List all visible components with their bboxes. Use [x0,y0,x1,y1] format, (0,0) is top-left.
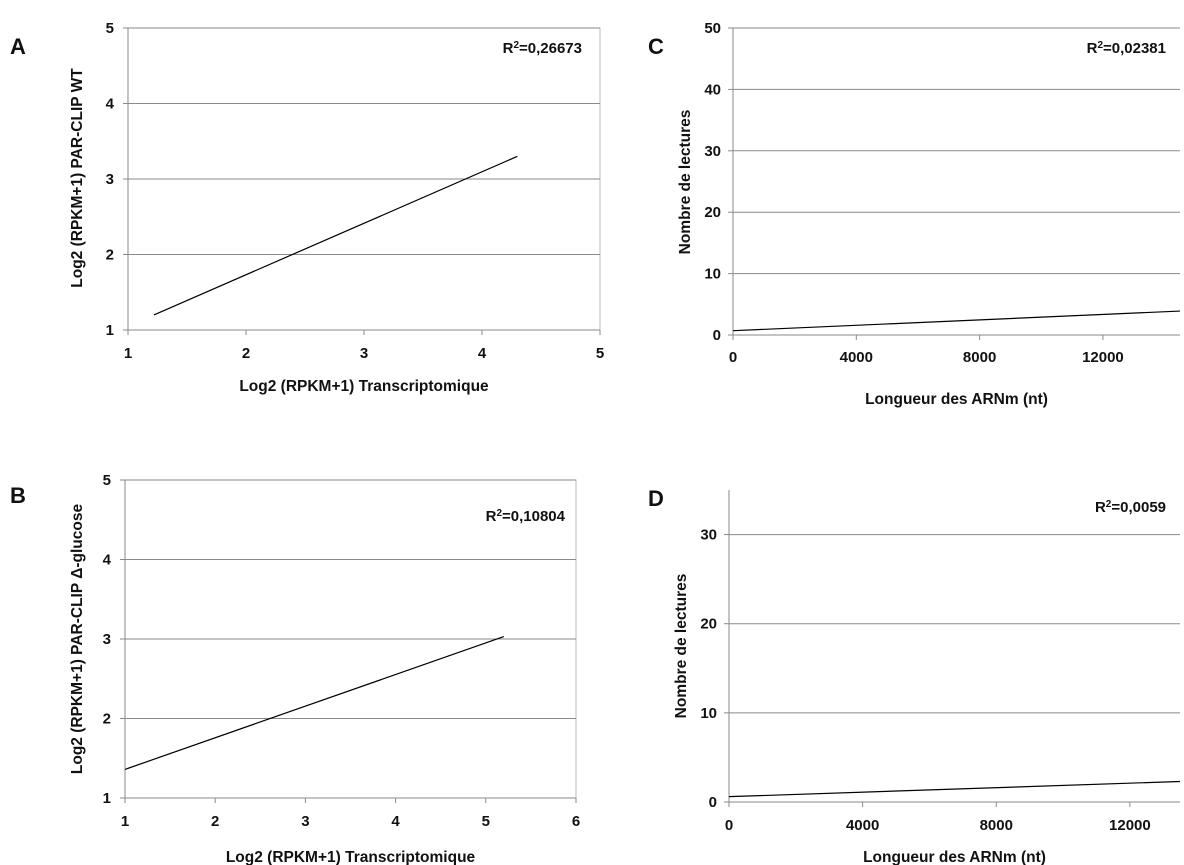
y-axis-title: Log2 (RPKM+1) PAR-CLIP WT [69,68,86,288]
r2-annotation: R2=0,26673 [503,40,582,58]
y-tick-label: 0 [713,327,721,344]
x-tick-label: 5 [482,813,490,830]
y-tick-label: 5 [103,472,111,489]
x-tick-label: 3 [301,813,309,830]
y-tick-label: 4 [106,96,115,113]
r2-symbol: R [486,508,497,525]
x-tick-label: 12000 [1082,349,1124,366]
x-tick-label: 3 [360,345,368,362]
y-axis-title: Log2 (RPKM+1) PAR-CLIP Δ-glucose [69,504,86,775]
x-tick-label: 2 [211,813,219,830]
x-tick-label: 0 [729,349,737,366]
r2-value: =0,10804 [502,508,566,525]
panel-letter: C [648,34,664,59]
y-tick-label: 5 [106,20,114,37]
x-tick-label: 1 [121,813,129,830]
point-layer [125,0,502,794]
x-tick-label: 5 [596,345,604,362]
r2-exponent: 2 [496,508,502,519]
y-axis-title: Nombre de lectures [677,110,694,255]
x-tick-label: 8000 [963,349,996,366]
r2-annotation: R2=0,10804 [486,508,566,526]
y-tick-label: 3 [106,171,114,188]
point-layer [734,0,1113,331]
panel-letter: B [10,483,26,508]
point-layer [151,0,518,326]
x-tick-label: 1 [124,345,132,362]
x-axis-title: Longueur des ARNm (nt) [865,391,1048,408]
trendline [124,636,505,770]
x-tick-label: 4000 [840,349,873,366]
x-axis-title: Log2 (RPKM+1) Transcriptomique [239,378,489,395]
y-tick-label: 1 [106,322,114,339]
scatter-panel-a: A 1 2 3 4 5 1 2 3 4 5 Log2 (RPKM+1) Transcriptomiqu… [10,0,604,395]
y-tick-label: 1 [103,790,111,807]
x-tick-label: 4 [478,345,487,362]
scatter-panel-c: C 0 4000 8000 12000 0 10 20 30 40 50 Longueur des A… [648,0,1181,408]
x-tick-label: 6 [572,813,580,830]
panel-letter: A [10,34,26,59]
y-tick-label: 30 [704,143,721,160]
y-tick-label: 40 [704,81,721,98]
x-axis-title: Log2 (RPKM+1) Transcriptomique [226,849,476,865]
scatter-panel-b: B 1 2 3 4 5 6 1 2 3 4 5 Log2 (RPKM+1) Transcriptomiq… [10,0,580,865]
y-tick-label: 2 [106,247,114,264]
y-tick-label: 50 [704,20,721,37]
x-tick-label: 4 [391,813,400,830]
r2-exponent: 2 [513,40,519,51]
r2-value: =0,26673 [519,40,582,57]
y-tick-label: 3 [103,631,111,648]
y-tick-label: 4 [103,552,112,569]
x-tick-label: 2 [242,345,250,362]
trendline [153,155,518,316]
r2-symbol: R [503,40,514,57]
y-tick-label: 2 [103,711,111,728]
y-tick-label: 10 [704,266,721,283]
y-tick-label: 20 [704,204,721,221]
